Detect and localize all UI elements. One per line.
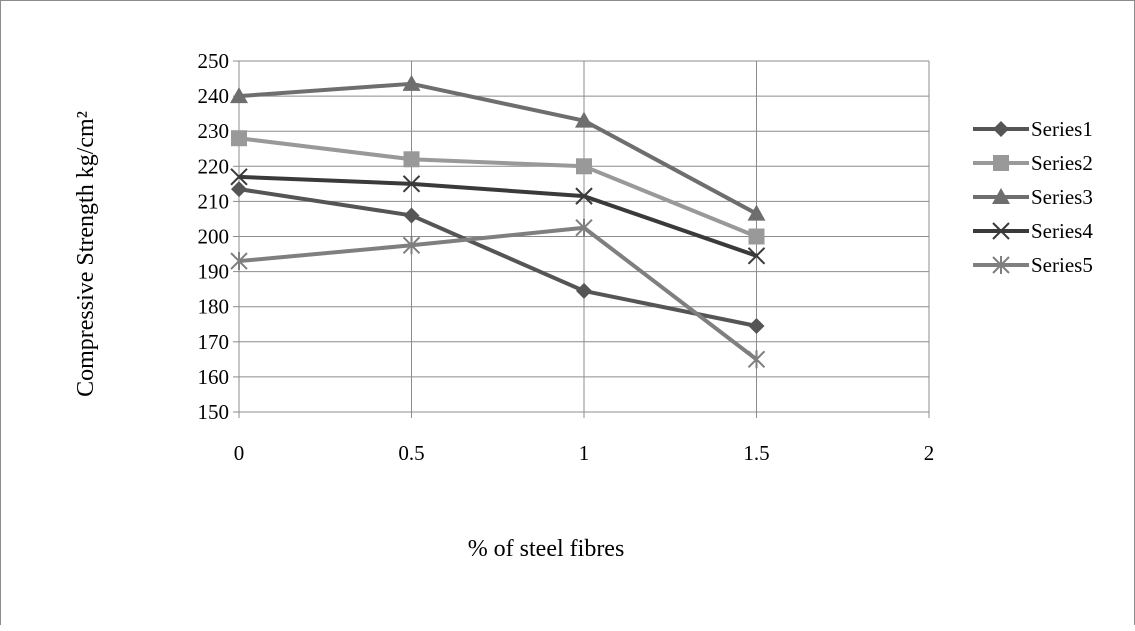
legend: Series1 Series2 Series3 Series4 Series5 bbox=[973, 117, 1093, 277]
data-point bbox=[403, 207, 420, 224]
series-line bbox=[238, 187, 757, 328]
series-line bbox=[238, 81, 758, 216]
series-series4 bbox=[230, 168, 766, 265]
data-point bbox=[231, 181, 247, 198]
legend-label: Series3 bbox=[1031, 185, 1093, 209]
legend-label: Series1 bbox=[1031, 117, 1093, 141]
y-tick-label: 160 bbox=[198, 365, 230, 389]
legend-swatch-marker bbox=[992, 188, 1010, 204]
data-point bbox=[231, 130, 247, 147]
legend-entry-series4: Series4 bbox=[973, 219, 1093, 243]
y-tick-label: 210 bbox=[198, 189, 230, 213]
y-tick-label: 240 bbox=[198, 84, 230, 108]
x-tick-label: 1.5 bbox=[743, 441, 769, 465]
legend-swatch-marker bbox=[993, 121, 1009, 137]
x-tick-label: 0.5 bbox=[398, 441, 424, 465]
data-point bbox=[747, 204, 766, 221]
y-axis-title: Compressive Strength kg/cm² bbox=[73, 111, 99, 397]
data-point bbox=[748, 318, 765, 335]
series-line bbox=[238, 136, 758, 239]
legend-entry-series1: Series1 bbox=[973, 117, 1093, 141]
data-point bbox=[747, 350, 766, 369]
data-point bbox=[230, 252, 248, 271]
tick-labels: 150 160 170 180 190 200 210 220 230 240 250 0 0.5 1 1.… bbox=[198, 49, 935, 465]
x-tick-label: 1 bbox=[579, 441, 590, 465]
data-point bbox=[402, 74, 421, 91]
data-point bbox=[575, 187, 593, 205]
series-line bbox=[238, 225, 758, 361]
data-point bbox=[230, 168, 248, 186]
series-series2 bbox=[231, 130, 765, 245]
data-point bbox=[576, 282, 592, 299]
legend-label: Series4 bbox=[1031, 219, 1093, 243]
y-tick-label: 170 bbox=[198, 330, 230, 354]
y-tick-label: 200 bbox=[198, 225, 230, 249]
data-point bbox=[230, 87, 248, 104]
axes bbox=[233, 60, 930, 418]
legend-swatch-marker bbox=[992, 256, 1010, 274]
legend-entry-series3: Series3 bbox=[973, 185, 1093, 209]
data-point bbox=[575, 218, 593, 237]
series-series5 bbox=[230, 218, 766, 369]
x-tick-label: 0 bbox=[234, 441, 245, 465]
legend-swatch-marker bbox=[993, 155, 1009, 171]
x-tick-label: 2 bbox=[924, 441, 935, 465]
legend-label: Series2 bbox=[1031, 151, 1093, 175]
legend-swatch-marker bbox=[992, 222, 1010, 240]
legend-label: Series5 bbox=[1031, 253, 1093, 277]
y-tick-label: 230 bbox=[198, 119, 230, 143]
data-point bbox=[748, 228, 765, 245]
data-point bbox=[575, 111, 593, 128]
data-point bbox=[402, 236, 421, 255]
x-axis-title: % of steel fibres bbox=[468, 536, 625, 562]
data-point bbox=[402, 175, 421, 193]
y-tick-label: 250 bbox=[198, 49, 230, 73]
legend-entry-series5: Series5 bbox=[973, 253, 1093, 277]
data-point bbox=[403, 151, 420, 168]
y-tick-label: 180 bbox=[198, 295, 230, 319]
data-point bbox=[576, 158, 592, 175]
legend-entry-series2: Series2 bbox=[973, 151, 1093, 175]
data-point bbox=[747, 247, 766, 265]
y-tick-label: 150 bbox=[198, 400, 230, 424]
series-line bbox=[238, 174, 758, 258]
series-series3 bbox=[230, 74, 766, 221]
y-tick-label: 190 bbox=[198, 260, 230, 284]
y-tick-label: 220 bbox=[198, 154, 230, 178]
series-series1 bbox=[231, 181, 765, 335]
series-lines bbox=[230, 74, 766, 369]
